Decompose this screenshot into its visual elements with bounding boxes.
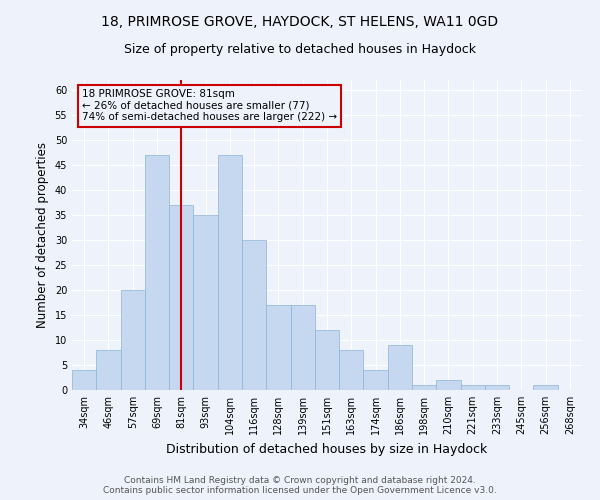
Bar (169, 205, 193, 390)
Bar (388, 345, 412, 390)
Bar (315, 330, 339, 390)
Bar (364, 370, 388, 390)
Bar (412, 385, 436, 390)
Bar (485, 385, 509, 390)
Bar (266, 305, 290, 390)
Bar (242, 240, 266, 390)
Text: 18 PRIMROSE GROVE: 81sqm
← 26% of detached houses are smaller (77)
74% of semi-d: 18 PRIMROSE GROVE: 81sqm ← 26% of detach… (82, 90, 337, 122)
Bar (193, 215, 218, 390)
Bar (533, 385, 558, 390)
Text: 18, PRIMROSE GROVE, HAYDOCK, ST HELENS, WA11 0GD: 18, PRIMROSE GROVE, HAYDOCK, ST HELENS, … (101, 15, 499, 29)
Bar (96, 350, 121, 390)
Text: Contains HM Land Registry data © Crown copyright and database right 2024.
Contai: Contains HM Land Registry data © Crown c… (103, 476, 497, 495)
Bar (290, 305, 315, 390)
Bar (339, 350, 364, 390)
Bar (121, 290, 145, 390)
Bar (461, 385, 485, 390)
X-axis label: Distribution of detached houses by size in Haydock: Distribution of detached houses by size … (166, 442, 488, 456)
Y-axis label: Number of detached properties: Number of detached properties (36, 142, 49, 328)
Text: Size of property relative to detached houses in Haydock: Size of property relative to detached ho… (124, 42, 476, 56)
Bar (72, 370, 96, 390)
Bar (436, 380, 461, 390)
Bar (145, 155, 169, 390)
Bar (218, 155, 242, 390)
